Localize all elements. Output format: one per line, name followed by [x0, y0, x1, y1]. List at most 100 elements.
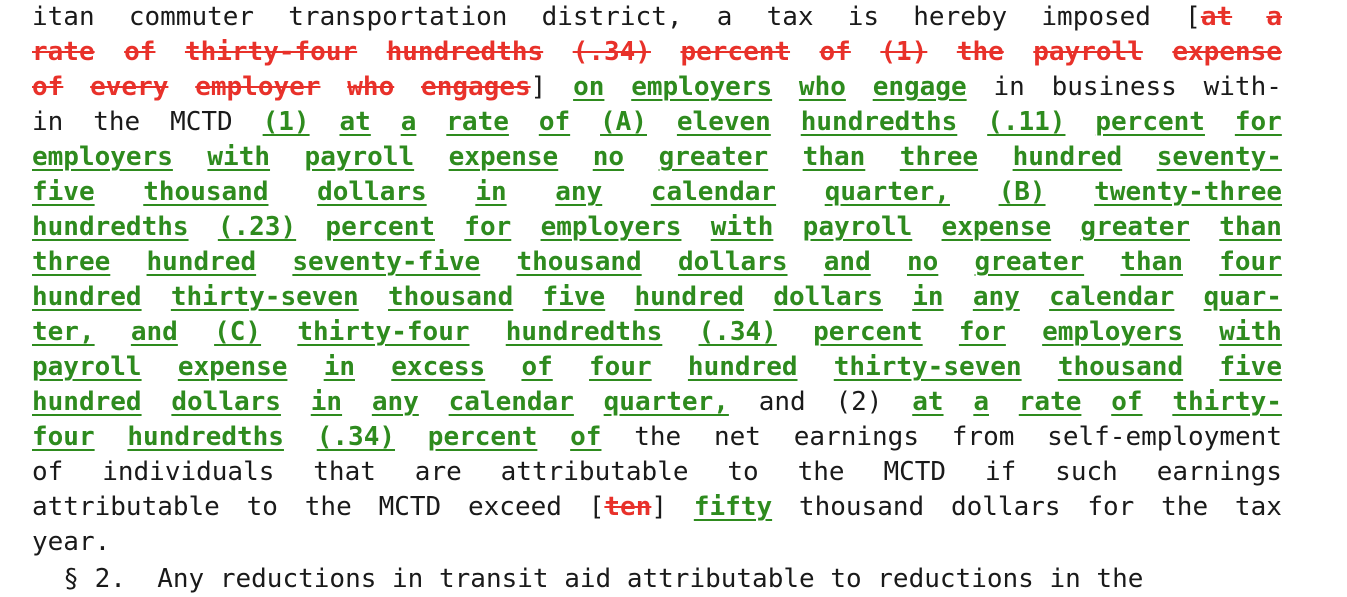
plain-text: MCTD — [378, 492, 442, 522]
plain-text: tax — [766, 2, 814, 32]
text-line: four hundredths (.34) percent of the net earnin… — [32, 420, 1282, 455]
word-group: in — [32, 105, 63, 140]
inserted-text: for — [958, 317, 1006, 347]
plain-text: self-employment — [1047, 422, 1282, 452]
word-group: four — [1219, 245, 1282, 280]
plain-text: tax — [1234, 492, 1282, 522]
deleted-text: (1) — [880, 37, 928, 67]
word-group: a — [1266, 0, 1282, 35]
plain-text: [ — [588, 492, 605, 522]
word-group: self-employment — [1047, 420, 1282, 455]
inserted-text: (.34) — [316, 422, 396, 452]
word-group: hundredths — [801, 105, 958, 140]
word-group: five — [32, 175, 95, 210]
word-group: district, — [542, 0, 683, 35]
inserted-text: four — [32, 422, 95, 452]
inserted-text: employers — [1042, 317, 1184, 347]
deleted-text: percent — [680, 37, 791, 67]
deleted-text: the — [956, 37, 1004, 67]
word-group: dollars — [773, 280, 883, 315]
word-group: such — [1055, 455, 1118, 490]
word-group: thirty- — [1172, 385, 1282, 420]
next-section-partial-line: § 2. Any reductions in transit aid attri… — [32, 564, 1144, 594]
inserted-text: four — [589, 352, 652, 382]
word-group: are — [415, 455, 462, 490]
inserted-text: five — [542, 282, 606, 312]
word-group: thirty-four — [297, 315, 469, 350]
plain-text: MCTD — [883, 457, 947, 487]
word-group: quar- — [1204, 280, 1282, 315]
inserted-text: (C) — [214, 317, 262, 347]
inserted-text: hundred — [634, 282, 745, 312]
word-group: hundred — [688, 350, 798, 385]
word-group: twenty-three — [1094, 175, 1282, 210]
word-group: hundredths — [387, 35, 544, 70]
inserted-text: (.11) — [987, 107, 1066, 137]
word-group: in — [475, 175, 506, 210]
inserted-text: for — [464, 212, 512, 242]
inserted-text: (.34) — [698, 317, 777, 347]
word-group: in — [912, 280, 943, 315]
inserted-text: hundredths — [32, 212, 189, 242]
plain-text: net — [714, 422, 761, 452]
word-group: fifty — [694, 490, 772, 525]
word-group: four — [589, 350, 652, 385]
inserted-text: three — [32, 247, 111, 277]
word-group: three — [32, 245, 110, 280]
word-group: seventy- — [1157, 140, 1282, 175]
inserted-text: hundred — [146, 247, 257, 277]
plain-text: ] — [651, 492, 668, 522]
word-group: with — [711, 210, 774, 245]
inserted-text: rate — [446, 107, 509, 137]
inserted-text: dollars — [677, 247, 788, 277]
word-group: hundredths — [127, 420, 284, 455]
word-group: hereby — [913, 0, 1007, 35]
inserted-text: than — [1120, 247, 1183, 277]
inserted-text: hundredths — [127, 422, 284, 452]
text-line: of individuals that are attributable to the MCT… — [32, 455, 1282, 490]
word-group: (.11) — [987, 105, 1065, 140]
word-group: (1) — [880, 35, 927, 70]
inserted-text: dollars — [317, 177, 427, 207]
word-group: in — [324, 350, 355, 385]
word-group: hundred — [634, 280, 744, 315]
word-group: percent — [325, 210, 435, 245]
word-group: greater — [659, 140, 769, 175]
word-group: no — [593, 140, 624, 175]
inserted-text: expense — [941, 212, 1052, 242]
word-group: rate — [32, 35, 95, 70]
inserted-text: expense — [448, 142, 559, 172]
word-group: four — [32, 420, 95, 455]
word-group: any — [372, 385, 419, 420]
text-line: in the MCTD (1) at a rate of (A) eleven hundredths… — [32, 105, 1282, 140]
text-line: ter, and (C) thirty-four hundredths (.34) perc… — [32, 315, 1282, 350]
word-group: hundredths — [32, 210, 189, 245]
inserted-text: payroll — [304, 142, 415, 172]
inserted-text: thirty-seven — [170, 282, 359, 312]
word-group: at — [340, 105, 371, 140]
word-group: a — [973, 385, 989, 420]
word-group: ter, — [32, 315, 95, 350]
plain-text: transportation — [288, 2, 508, 32]
plain-text: a — [716, 2, 733, 32]
word-group: (.34) — [699, 315, 777, 350]
inserted-text: expense — [177, 352, 288, 382]
text-line: payroll expense in excess of four hundred thirt… — [32, 350, 1282, 385]
word-group: to — [247, 490, 278, 525]
plain-text: attributable — [32, 492, 220, 522]
inserted-text: of — [521, 352, 553, 382]
word-group: thirty-four — [185, 35, 357, 70]
plain-text: the — [1161, 492, 1209, 522]
word-group: MCTD — [379, 490, 442, 525]
plain-text: the — [304, 492, 352, 522]
word-group: exceed — [468, 490, 562, 525]
inserted-text: in — [475, 177, 507, 207]
text-line: employers with payroll expense no greater than… — [32, 140, 1282, 175]
word-group: of — [1111, 385, 1142, 420]
inserted-text: of — [538, 107, 571, 137]
word-group: seventy-five — [292, 245, 480, 280]
word-group: in — [993, 70, 1024, 105]
word-group: of — [32, 455, 63, 490]
inserted-text: on — [573, 72, 605, 102]
inserted-text: with — [710, 212, 774, 242]
